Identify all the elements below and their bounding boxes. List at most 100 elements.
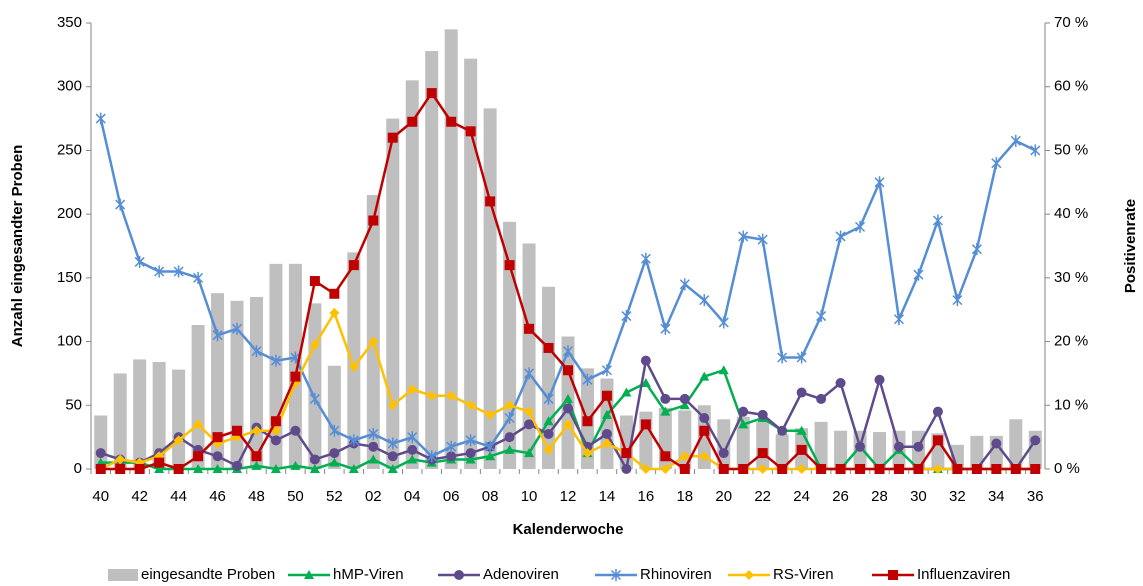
y-tick-label: 350	[57, 14, 82, 31]
y2-tick-label: 10 %	[1054, 396, 1088, 413]
point	[407, 454, 418, 464]
point	[932, 214, 943, 227]
legend-item: Adenoviren	[438, 566, 559, 583]
point	[251, 345, 262, 358]
point	[621, 464, 632, 474]
point	[154, 457, 165, 468]
point	[718, 448, 729, 459]
point	[738, 406, 749, 417]
point	[504, 444, 515, 454]
point	[855, 464, 866, 474]
bar	[464, 58, 478, 470]
point	[718, 365, 729, 375]
point	[582, 448, 593, 459]
point	[290, 371, 301, 382]
x-tick-label: 16	[638, 488, 655, 505]
point	[835, 464, 846, 474]
bar	[133, 359, 147, 469]
legend-item: Influenzaviren	[872, 566, 1010, 583]
point	[387, 464, 398, 473]
point	[796, 387, 807, 398]
bar	[834, 430, 848, 469]
point	[621, 448, 632, 459]
point	[855, 220, 866, 233]
point	[368, 336, 379, 347]
point	[407, 116, 418, 127]
point	[563, 419, 573, 430]
x-tick-label: 18	[676, 488, 693, 505]
point	[329, 457, 340, 467]
point	[679, 400, 690, 410]
point	[115, 464, 126, 474]
point	[699, 425, 710, 436]
point	[835, 230, 846, 243]
point	[621, 387, 632, 397]
point	[563, 403, 573, 414]
point	[524, 406, 535, 417]
point	[601, 428, 612, 439]
point	[485, 196, 496, 207]
y2-tick-label: 50 %	[1054, 141, 1088, 158]
legend-swatch	[108, 569, 138, 581]
bar	[366, 195, 380, 469]
bar	[347, 252, 361, 469]
point	[329, 307, 340, 318]
point	[874, 464, 885, 474]
bar	[522, 243, 536, 469]
point	[679, 451, 690, 462]
point	[504, 260, 515, 271]
x-tick-label: 24	[793, 488, 810, 505]
point	[193, 419, 204, 430]
point	[368, 454, 379, 464]
point	[309, 276, 320, 287]
point	[154, 265, 165, 278]
x-tick-label: 14	[599, 488, 616, 505]
point	[874, 374, 885, 385]
point	[446, 390, 457, 401]
point	[329, 288, 340, 299]
point	[329, 424, 340, 437]
point	[757, 233, 768, 246]
point	[290, 460, 301, 470]
point	[893, 313, 905, 326]
point	[270, 354, 281, 367]
point	[193, 464, 204, 473]
point	[660, 393, 671, 404]
point	[855, 441, 866, 452]
point	[524, 419, 535, 430]
point	[660, 451, 671, 462]
x-tick-label: 44	[170, 488, 187, 505]
point	[932, 406, 943, 417]
point	[660, 464, 671, 474]
point	[1010, 464, 1021, 474]
point	[426, 450, 437, 463]
point	[173, 464, 184, 474]
y2-tick-label: 0 %	[1054, 460, 1080, 477]
x-tick-label: 12	[560, 488, 577, 505]
legend-item: eingesandte Proben	[108, 566, 275, 583]
bar	[172, 369, 186, 469]
point	[231, 322, 243, 335]
point	[660, 322, 671, 335]
bar	[775, 434, 789, 469]
point	[738, 464, 749, 474]
bar	[405, 80, 419, 469]
point	[290, 425, 301, 436]
x-tick-label: 48	[248, 488, 265, 505]
point	[309, 454, 320, 465]
point	[874, 176, 885, 189]
legend-marker	[610, 569, 622, 581]
x-tick-label: 30	[910, 488, 927, 505]
point	[777, 464, 788, 474]
y2-axis-title: Positivenrate	[1122, 199, 1139, 293]
point	[348, 260, 359, 271]
legend-marker	[454, 570, 464, 580]
y-tick-label: 50	[65, 396, 82, 413]
y-tick-label: 200	[57, 205, 82, 222]
point	[504, 432, 515, 443]
point	[485, 440, 496, 453]
y2-tick-label: 40 %	[1054, 205, 1088, 222]
point	[95, 112, 106, 125]
point	[193, 451, 204, 462]
point	[173, 265, 184, 278]
